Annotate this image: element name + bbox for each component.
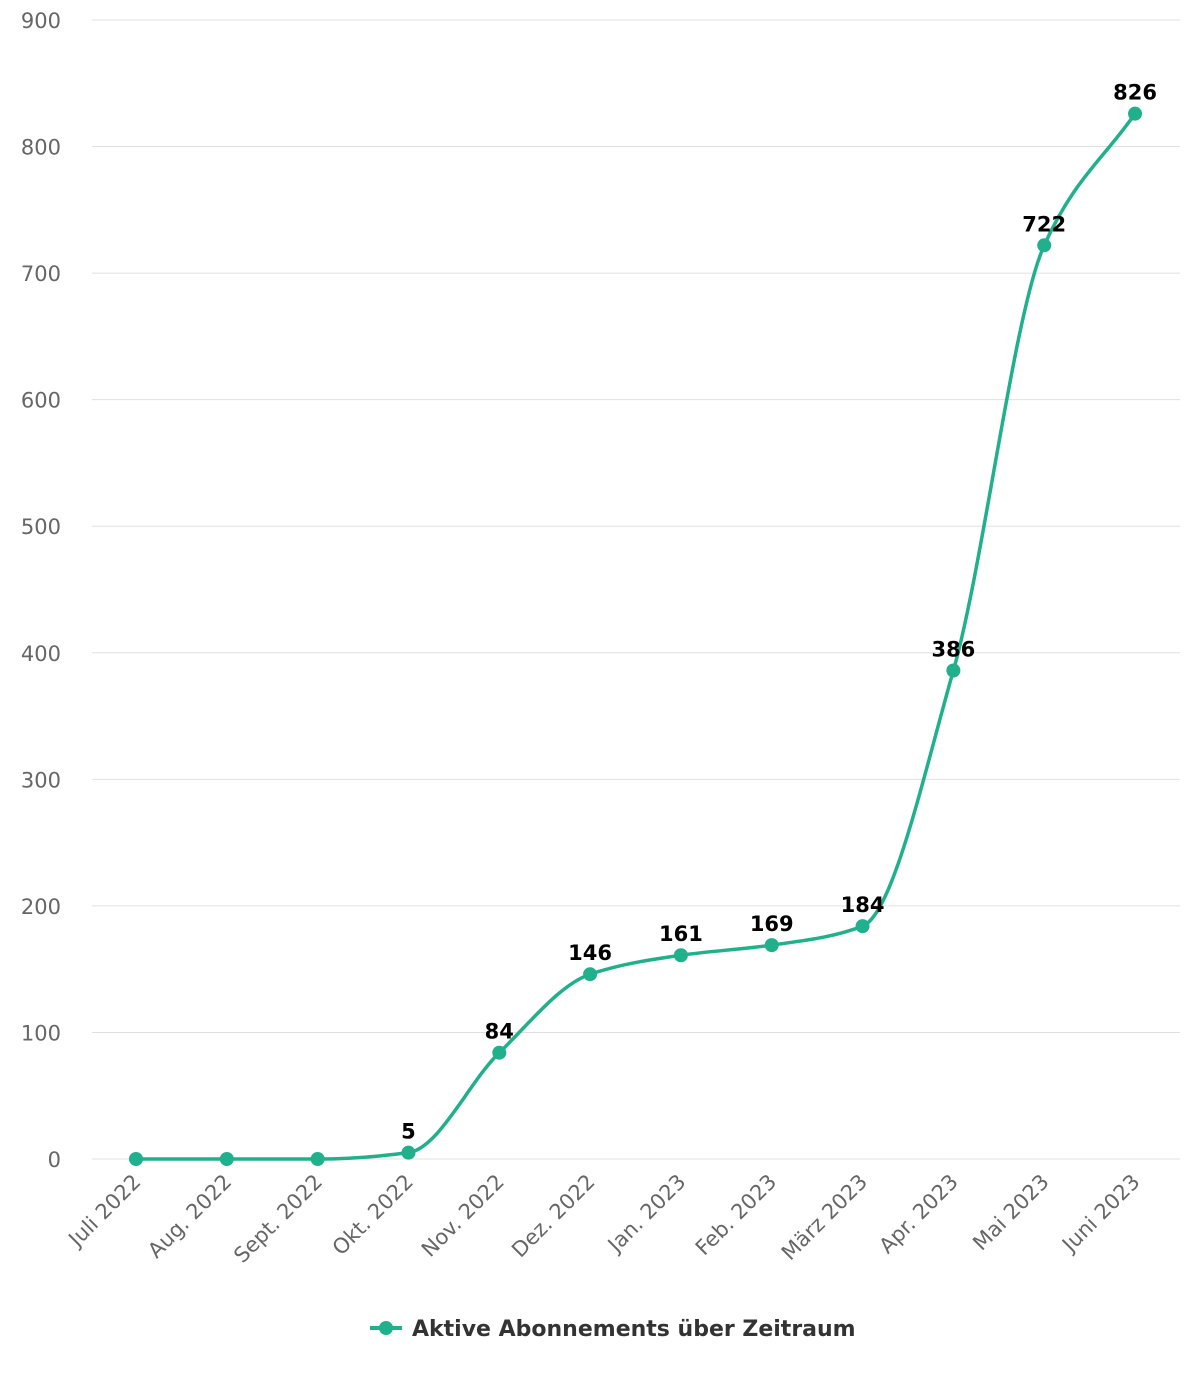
data-point[interactable] <box>764 938 779 953</box>
data-point[interactable] <box>129 1152 143 1166</box>
grid-lines <box>92 19 1180 1160</box>
data-label: 722 <box>1022 212 1066 236</box>
data-label: 169 <box>750 912 794 936</box>
data-point[interactable] <box>219 1152 234 1166</box>
data-point[interactable] <box>855 919 870 934</box>
data-label: 386 <box>931 637 975 661</box>
x-tick-label: Jan. 2023 <box>602 1170 691 1259</box>
x-tick-label: Nov. 2022 <box>417 1170 509 1262</box>
series-layer <box>129 106 1143 1166</box>
data-point[interactable] <box>583 967 598 982</box>
data-label: 146 <box>568 941 612 965</box>
data-label: 5 <box>401 1120 416 1144</box>
data-label: 161 <box>659 922 703 946</box>
y-tick-label: 900 <box>21 9 61 33</box>
y-tick-label: 400 <box>21 642 61 666</box>
x-tick-label: Okt. 2022 <box>328 1170 418 1260</box>
data-point[interactable] <box>492 1045 507 1060</box>
y-tick-label: 100 <box>21 1021 61 1045</box>
x-tick-label: Juni 2023 <box>1056 1170 1144 1258</box>
data-point[interactable] <box>946 663 961 678</box>
legend-dot-marker <box>379 1321 393 1335</box>
data-label: 84 <box>485 1020 514 1044</box>
x-tick-label: Juli 2022 <box>63 1170 146 1253</box>
data-point[interactable] <box>1128 106 1143 121</box>
x-tick-label: März 2023 <box>777 1170 872 1265</box>
y-tick-label: 200 <box>21 895 61 919</box>
legend[interactable]: Aktive Abonnements über Zeitraum <box>370 1317 856 1342</box>
series-line <box>134 111 1137 1161</box>
data-point[interactable] <box>1037 238 1052 253</box>
y-tick-label: 700 <box>21 262 61 286</box>
data-point[interactable] <box>401 1145 416 1160</box>
x-tick-label: Feb. 2023 <box>691 1170 781 1260</box>
x-tick-label: Sept. 2022 <box>229 1170 327 1268</box>
y-tick-label: 800 <box>21 136 61 160</box>
x-tick-label: Apr. 2023 <box>874 1170 963 1259</box>
x-tick-label: Dez. 2022 <box>507 1170 600 1263</box>
y-tick-label: 0 <box>48 1148 61 1172</box>
y-axis-ticks: 0 100 200 300 400 500 600 700 800 900 <box>21 9 61 1172</box>
x-tick-label: Aug. 2022 <box>143 1170 236 1263</box>
y-tick-label: 500 <box>21 515 61 539</box>
y-tick-label: 300 <box>21 768 61 792</box>
data-label: 184 <box>841 893 885 917</box>
x-tick-label: Mai 2023 <box>968 1170 1054 1256</box>
data-label: 826 <box>1113 81 1157 105</box>
legend-label: Aktive Abonnements über Zeitraum <box>412 1317 856 1342</box>
y-tick-label: 600 <box>21 389 61 413</box>
data-point[interactable] <box>310 1152 325 1166</box>
data-labels: 5 84 146 161 169 184 386 722 826 <box>401 81 1157 1144</box>
data-point[interactable] <box>673 948 688 963</box>
